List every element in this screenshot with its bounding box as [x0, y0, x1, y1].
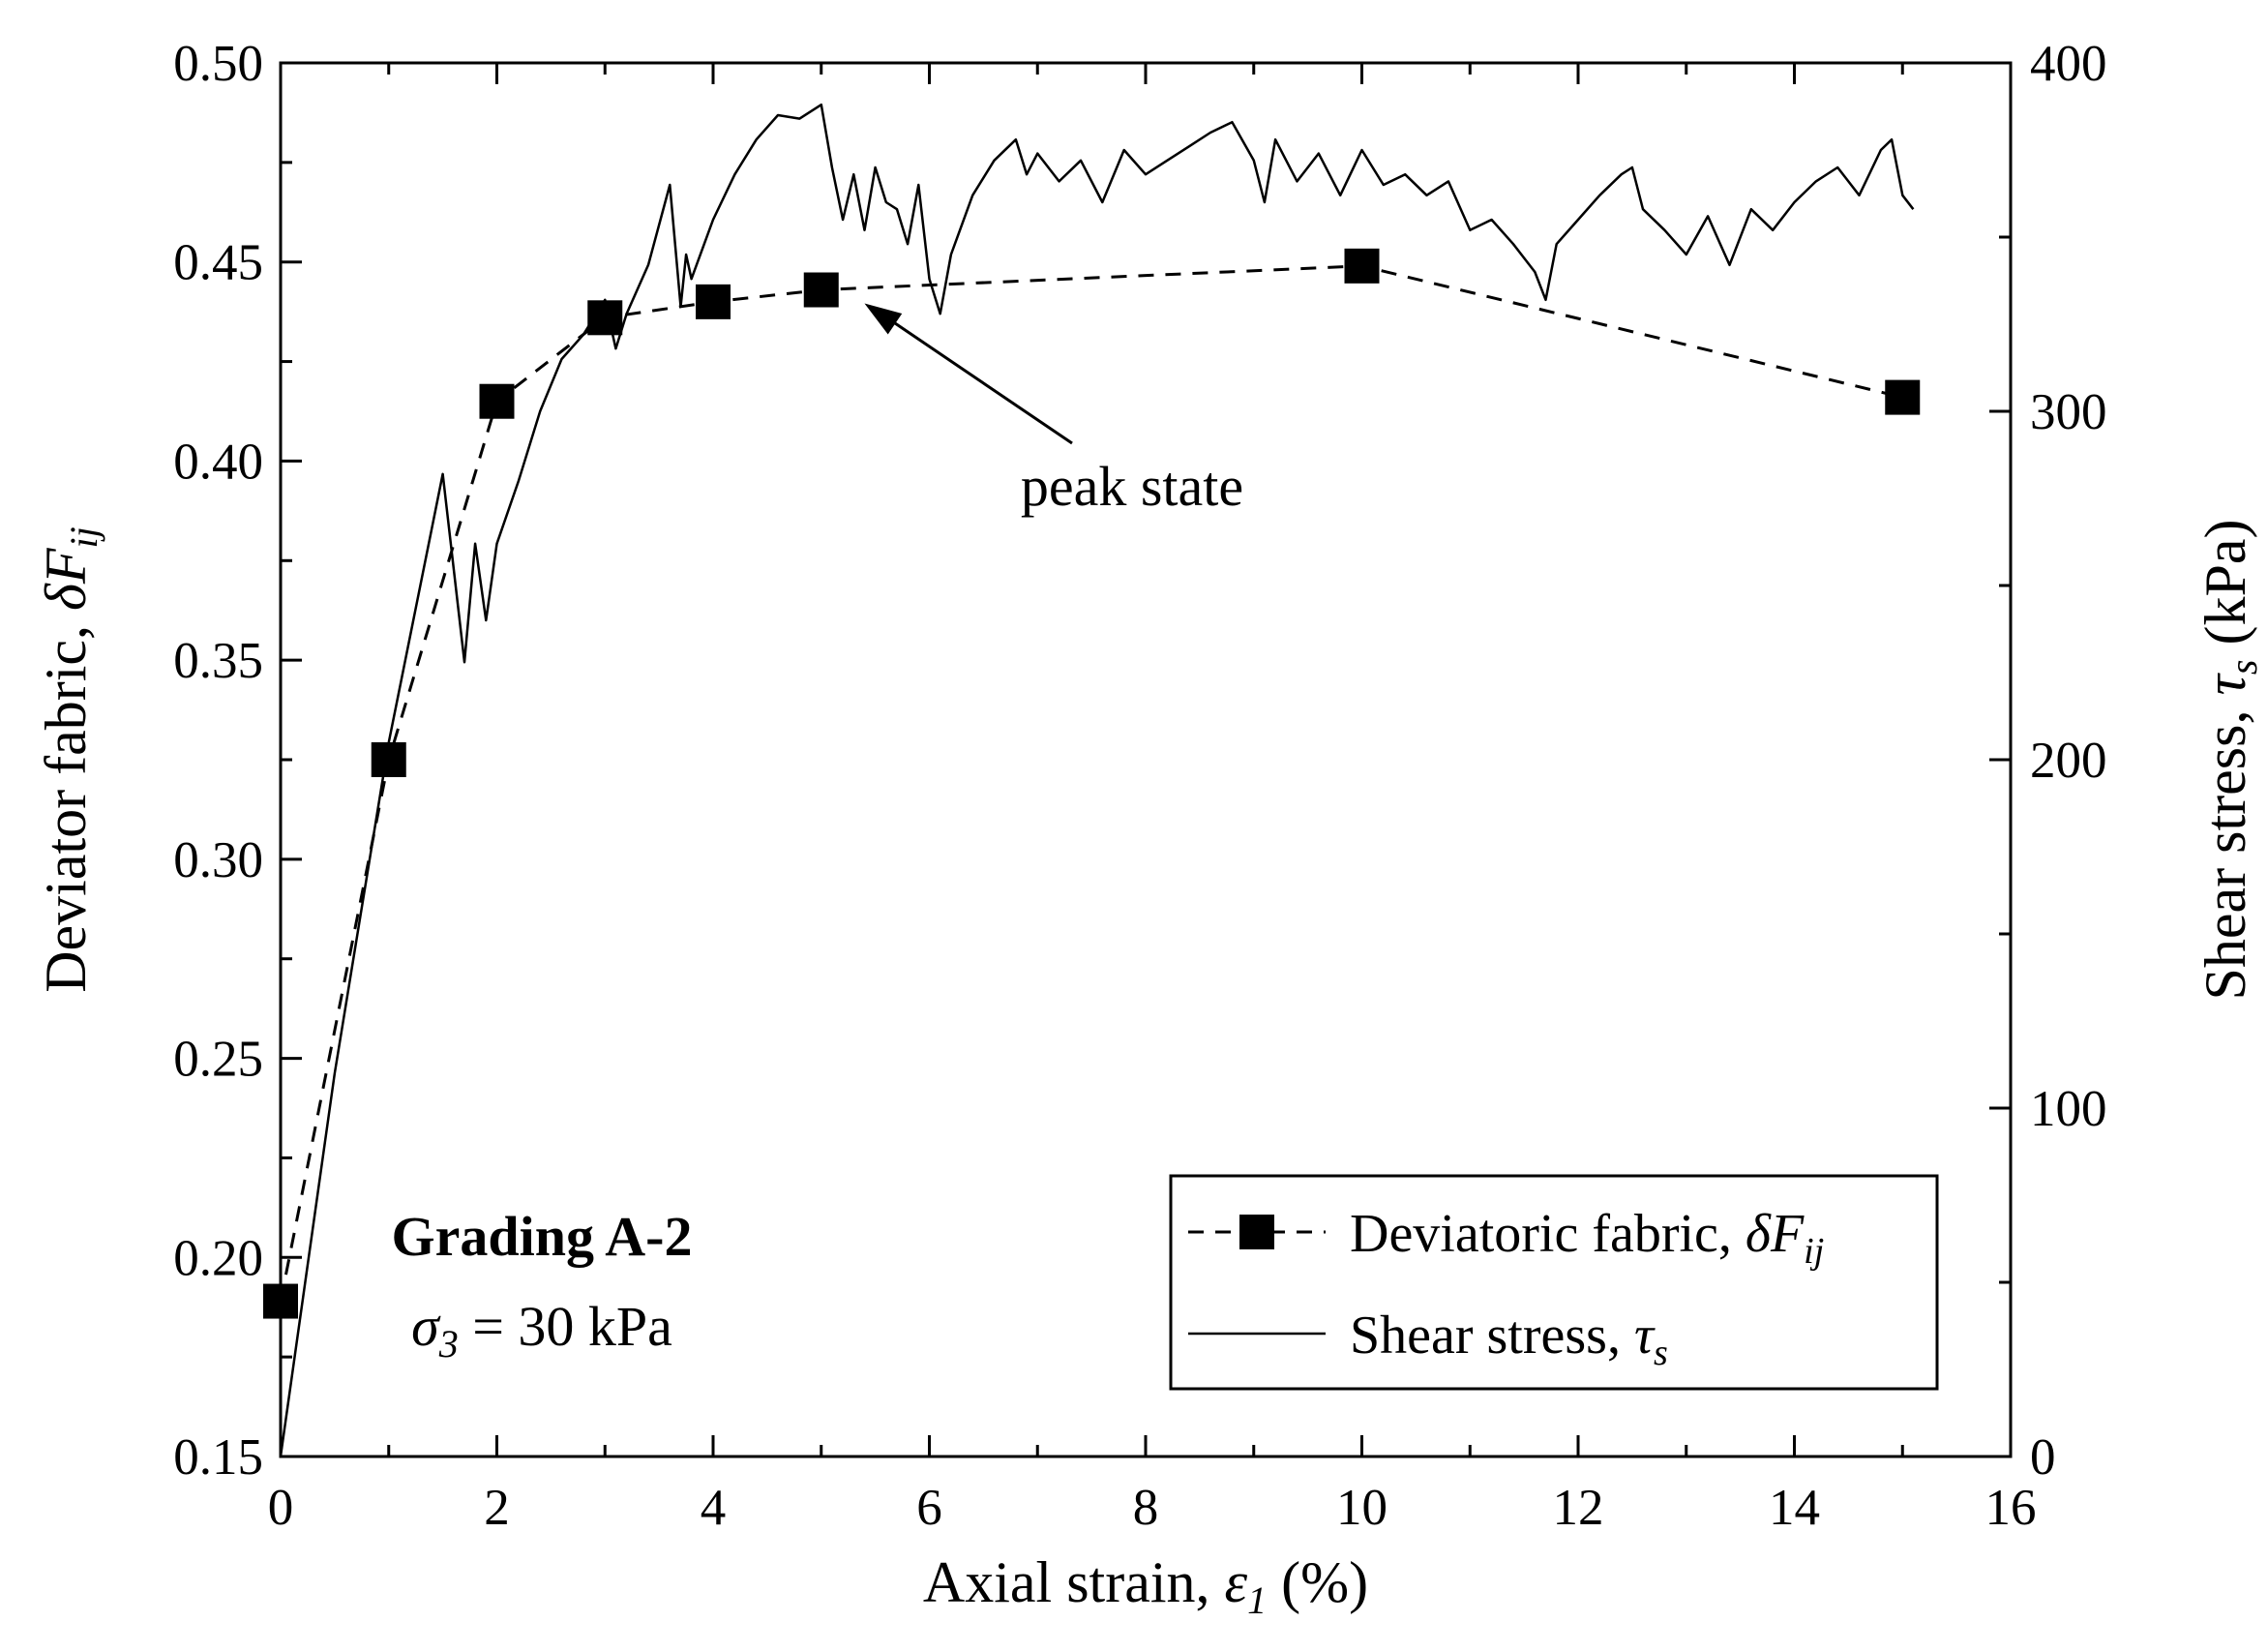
- y-right-tick-label: 200: [2030, 733, 2107, 789]
- x-tick-label: 14: [1769, 1480, 1820, 1536]
- sigma-label: σ3 = 30 kPa: [411, 1295, 672, 1366]
- y-left-axis-title: Deviator fabric, δFij: [34, 526, 105, 993]
- x-tick-label: 0: [268, 1480, 294, 1536]
- x-tick-label: 10: [1336, 1480, 1388, 1536]
- y-left-tick-label: 0.20: [173, 1230, 263, 1286]
- fabric-point: [803, 272, 839, 308]
- y-right-tick-label: 400: [2030, 36, 2107, 92]
- fabric-point: [1344, 248, 1380, 284]
- x-tick-label: 8: [1133, 1480, 1159, 1536]
- x-tick-label: 2: [484, 1480, 510, 1536]
- series-group: [263, 103, 1921, 1457]
- x-tick-label: 12: [1553, 1480, 1604, 1536]
- x-tick-label: 4: [701, 1480, 727, 1536]
- legend-shear-label: Shear stress, τs: [1350, 1306, 1668, 1373]
- y-left-tick-label: 0.50: [173, 36, 263, 92]
- y-left-tick-label: 0.35: [173, 633, 263, 689]
- fabric-point: [263, 1283, 298, 1319]
- peak-state-label: peak state: [1021, 455, 1243, 518]
- y-left-tick-label: 0.45: [173, 235, 263, 291]
- y-left-tick-label: 0.30: [173, 832, 263, 888]
- legend: Deviatoric fabric, δFij Shear stress, τs: [1169, 1174, 1939, 1391]
- x-tick-label: 16: [1985, 1480, 2037, 1536]
- y-right-tick-label: 300: [2030, 384, 2107, 440]
- shear-stress-line: [279, 103, 1915, 1457]
- fabric-point: [479, 383, 515, 419]
- peak-arrow-shaft: [884, 315, 1073, 445]
- legend-fabric-marker: [1239, 1215, 1274, 1249]
- y-right-tick-label: 100: [2030, 1081, 2107, 1137]
- y-left-tick-label: 0.40: [173, 434, 263, 490]
- y-left-tick-label: 0.15: [173, 1429, 263, 1486]
- x-tick-label: 6: [916, 1480, 942, 1536]
- legend-box: [1169, 1174, 1939, 1391]
- grading-label: Grading A-2: [392, 1205, 693, 1268]
- axis-ticks: 0 2 4 6 8 10 12 14 16 0.15 0.20 0.25 0.30 0.35 0.40 0.4…: [173, 36, 2106, 1536]
- legend-fabric-label: Deviatoric fabric, δFij: [1350, 1204, 1824, 1272]
- fabric-series-line: [279, 264, 1903, 1302]
- peak-arrow-head: [864, 303, 903, 335]
- annotations: Grading A-2 σ3 = 30 kPa peak state: [392, 303, 1243, 1366]
- fabric-point: [696, 284, 731, 319]
- x-axis-title: Axial strain, ε1 (%): [923, 1550, 1368, 1622]
- y-right-tick-label: 0: [2030, 1429, 2056, 1486]
- y-right-axis-title: Shear stress, τs (kPa): [2193, 520, 2265, 1001]
- fabric-point: [1885, 379, 1921, 415]
- y-left-tick-label: 0.25: [173, 1032, 263, 1088]
- axis-titles: Axial strain, ε1 (%) Deviator fabric, δFi…: [34, 520, 2265, 1622]
